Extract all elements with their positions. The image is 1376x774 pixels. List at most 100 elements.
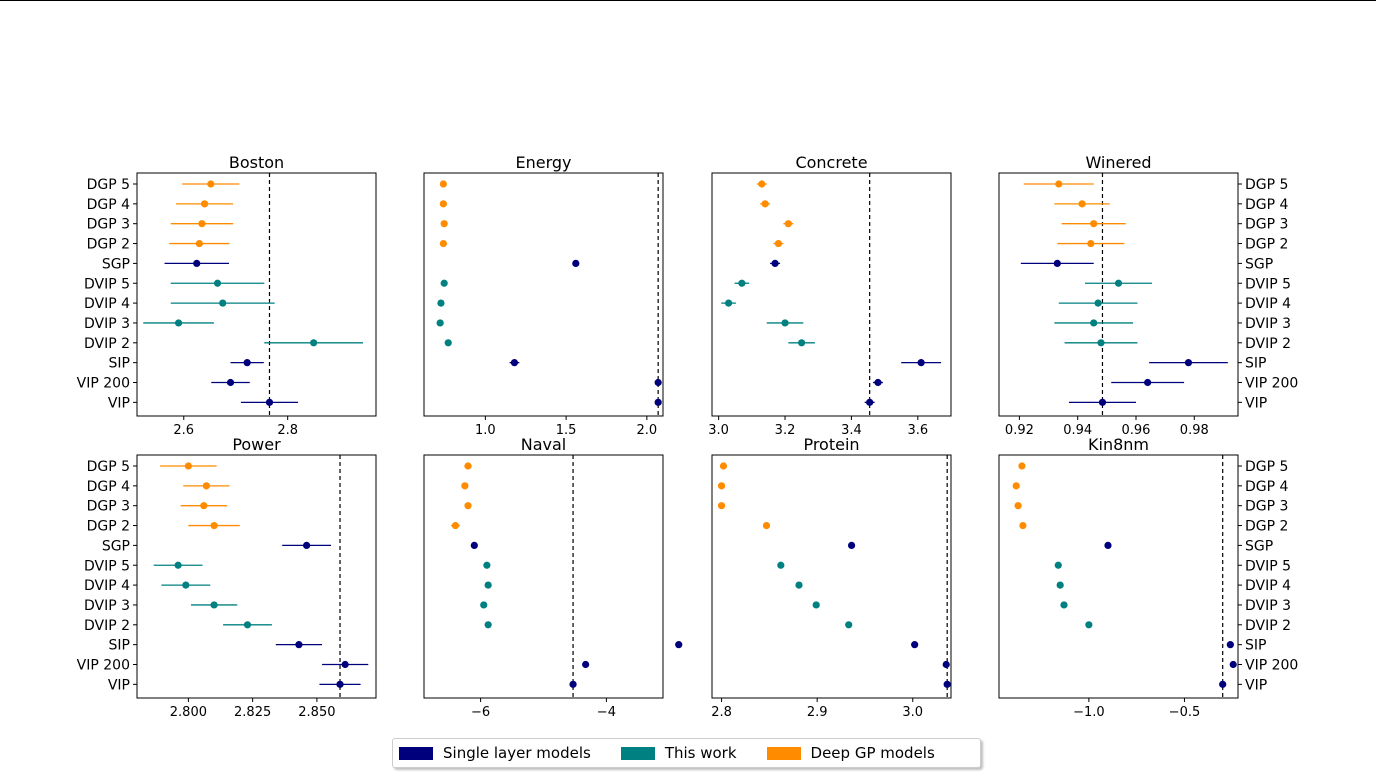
- point-sgp: [847, 541, 856, 550]
- y-tick-label: DGP 3: [87, 217, 130, 233]
- point-dgp-5: [464, 462, 472, 470]
- y-tick-label: DGP 3: [87, 499, 130, 515]
- y-tick-label: DGP 4: [87, 479, 131, 495]
- y-tick-label: DVIP 4: [1245, 578, 1291, 594]
- y-tick-label: SGP: [102, 538, 130, 554]
- x-tick-label: −1.0: [1073, 705, 1105, 720]
- point-sip: [917, 359, 925, 367]
- panel-title: Protein: [803, 435, 859, 454]
- y-tick-label: DGP 5: [1245, 177, 1288, 193]
- legend-label-single: Single layer models: [443, 744, 591, 762]
- y-tick-label: VIP: [1245, 395, 1267, 411]
- point-dgp-2: [210, 521, 218, 530]
- point-dgp-3: [198, 220, 206, 228]
- point-dgp-4: [717, 482, 726, 490]
- y-tick-label: DVIP 5: [84, 276, 130, 292]
- point-dgp-5: [439, 180, 447, 188]
- point-dgp-2: [1087, 239, 1095, 248]
- legend-item-single: Single layer models: [399, 744, 591, 762]
- point-dvip-3: [781, 319, 789, 327]
- point-sgp: [572, 259, 580, 267]
- x-tick-label: 2.8: [711, 705, 732, 720]
- x-tick-label: 1.0: [475, 423, 496, 438]
- panels: Boston 2.6 2.8 DGP 5 DGP 4 DGP 3 DGP 2 SGP DVIP …: [77, 153, 1299, 720]
- y-tick-label: DVIP 2: [84, 618, 130, 634]
- point-dgp-4: [202, 482, 210, 490]
- x-tick-label: 2.825: [234, 705, 271, 720]
- point-dvip-4: [1094, 299, 1102, 307]
- panel-title: Naval: [521, 435, 567, 454]
- y-tick-label: DGP 2: [87, 237, 130, 253]
- y-tick-label: DVIP 5: [1245, 558, 1291, 574]
- y-tick-label: DGP 5: [87, 459, 130, 475]
- point-dgp-3: [200, 502, 208, 510]
- y-tick-label: DVIP 2: [1245, 336, 1291, 352]
- legend-swatch-deep: [766, 746, 801, 760]
- point-dgp-5: [1018, 462, 1026, 470]
- point-dgp-3: [1014, 502, 1022, 510]
- y-tick-label: SIP: [109, 356, 130, 372]
- point-vip: [866, 398, 874, 406]
- point-vip-200: [874, 378, 882, 387]
- x-tick-label: 2.800: [170, 705, 207, 720]
- point-vip: [569, 680, 577, 688]
- point-dgp-3: [1090, 220, 1098, 228]
- y-tick-label: SIP: [1245, 638, 1266, 654]
- legend-label-deep: Deep GP models: [810, 744, 935, 762]
- x-tick-label: −0.5: [1169, 705, 1201, 720]
- point-dgp-5: [758, 180, 766, 188]
- point-dvip-3: [174, 319, 183, 327]
- point-vip: [943, 680, 951, 688]
- point-dvip-3: [480, 601, 488, 609]
- x-tick-label: 3.2: [775, 423, 796, 438]
- axes-frame: [423, 454, 664, 699]
- point-dgp-2: [451, 521, 460, 530]
- point-dgp-3: [440, 220, 448, 228]
- point-dgp-4: [1012, 482, 1020, 490]
- point-sgp: [193, 259, 201, 267]
- y-tick-label: VIP 200: [77, 658, 130, 674]
- x-tick-label: 2.9: [807, 705, 828, 720]
- point-vip-200: [226, 378, 235, 387]
- point-dgp-3: [784, 220, 792, 228]
- point-vip-200: [341, 660, 349, 669]
- x-tick-label: −4: [597, 705, 616, 720]
- point-dvip-2: [845, 621, 853, 629]
- y-tick-label: VIP 200: [1245, 376, 1298, 392]
- y-tick-label: SGP: [1245, 538, 1273, 554]
- y-tick-label: DGP 5: [87, 177, 130, 193]
- point-dvip-5: [1054, 561, 1062, 569]
- point-sip: [675, 641, 683, 649]
- x-tick-label: 2.6: [173, 423, 194, 438]
- point-dvip-2: [243, 621, 252, 629]
- y-tick-label: DVIP 2: [1245, 618, 1291, 634]
- point-sgp: [303, 541, 311, 550]
- y-tick-label: SGP: [1245, 256, 1273, 272]
- x-tick-label: 0.98: [1180, 423, 1209, 438]
- y-tick-label: DVIP 3: [1245, 598, 1291, 614]
- y-tick-label: SIP: [109, 638, 130, 654]
- y-tick-label: DGP 2: [1245, 237, 1288, 253]
- point-dvip-4: [1056, 581, 1064, 589]
- point-dvip-5: [440, 279, 448, 287]
- x-tick-label: 3.0: [902, 705, 923, 720]
- point-vip: [1219, 680, 1227, 688]
- panel-kin8nm: Kin8nm −1.0 −0.5 DGP 5 DGP 4 DGP 3 DGP 2 SGP DVI…: [998, 435, 1298, 720]
- legend-item-deep: Deep GP models: [766, 744, 935, 762]
- y-tick-label: DGP 4: [87, 197, 131, 213]
- point-dvip-5: [777, 561, 785, 569]
- panel-title: Kin8nm: [1088, 435, 1149, 454]
- point-dvip-5: [483, 561, 491, 569]
- point-vip-200: [1229, 660, 1237, 669]
- panel-energy: Energy 1.0 1.5 2.0: [423, 153, 664, 438]
- point-dgp-5: [207, 180, 215, 188]
- legend-swatch-work: [620, 746, 655, 760]
- point-dvip-4: [795, 581, 803, 589]
- point-dgp-2: [439, 239, 447, 248]
- point-dgp-5: [1055, 180, 1063, 188]
- y-tick-label: DVIP 3: [1245, 316, 1291, 332]
- panel-power: Power 2.800 2.825 2.850 DGP 5 DGP 4 DGP 3 DGP 2…: [77, 435, 377, 720]
- y-tick-label: DVIP 4: [1245, 296, 1291, 312]
- point-dgp-4: [439, 200, 447, 208]
